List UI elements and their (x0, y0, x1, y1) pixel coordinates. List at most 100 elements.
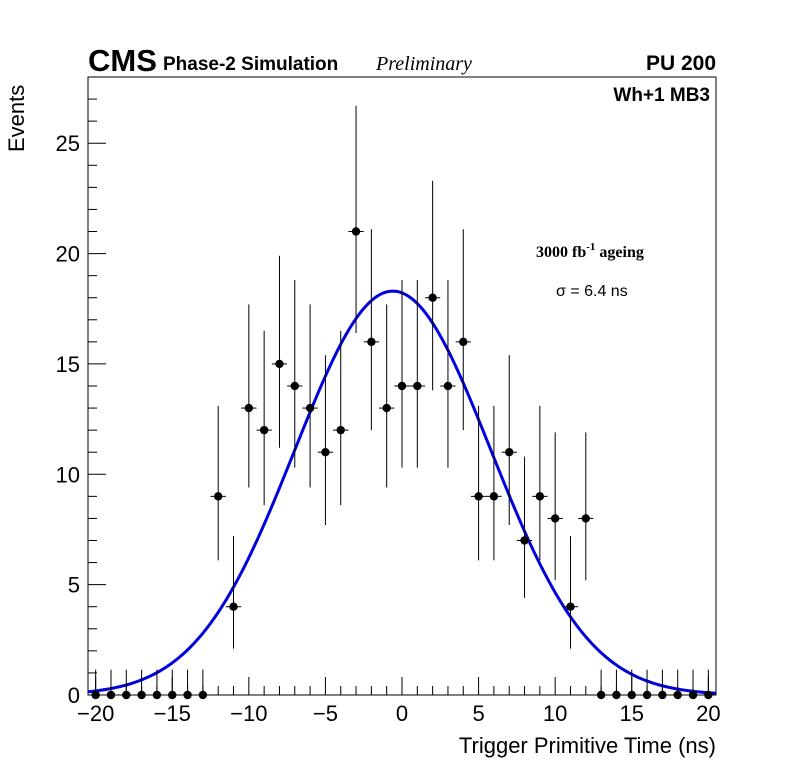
x-tick-label: −15 (154, 701, 191, 726)
pileup-label: PU 200 (646, 52, 716, 75)
cms-label: CMS (88, 43, 157, 78)
data-point (562, 536, 579, 649)
x-tick-label: 20 (696, 701, 720, 726)
y-tick-label: 25 (56, 131, 80, 156)
ageing-label: 3000 fb-1 ageing (536, 241, 644, 261)
point-marker (413, 381, 422, 391)
data-point (440, 280, 456, 468)
point-marker (627, 690, 636, 700)
data-point (700, 669, 716, 700)
point-marker (198, 690, 208, 700)
point-marker (658, 690, 667, 700)
data-point (88, 669, 104, 700)
data-point (256, 330, 272, 506)
point-marker (168, 690, 177, 700)
chamber-label: Wh+1 MB3 (613, 85, 710, 106)
y-tick-label: 0 (68, 683, 80, 708)
data-point (363, 229, 380, 431)
point-marker (91, 690, 100, 700)
point-marker (382, 403, 391, 413)
x-tick-label: 15 (620, 701, 644, 726)
x-axis-title: Trigger Primitive Time (ns) (459, 733, 716, 758)
point-marker (275, 359, 284, 369)
point-marker (673, 690, 682, 700)
data-point (379, 304, 395, 488)
data-point (516, 456, 533, 598)
point-marker (229, 602, 238, 611)
sigma-label: σ = 6.4 ns (556, 283, 628, 300)
point-marker (474, 492, 483, 501)
point-marker (581, 514, 591, 523)
y-tick-label: 15 (56, 352, 80, 377)
point-marker (535, 492, 545, 501)
point-marker (612, 690, 621, 700)
x-tick-label: 0 (396, 701, 408, 726)
point-marker (688, 690, 698, 700)
data-point (225, 536, 242, 649)
data-point (302, 304, 318, 488)
point-marker (213, 492, 223, 501)
data-point (241, 304, 257, 488)
data-point (532, 405, 548, 561)
point-marker (122, 690, 131, 700)
data-point (118, 669, 134, 700)
data-point (133, 669, 150, 700)
point-marker (566, 602, 575, 611)
point-marker (259, 425, 269, 435)
x-tick-label: 5 (472, 701, 484, 726)
data-point (578, 432, 594, 581)
data-point (593, 669, 609, 700)
point-marker (367, 337, 376, 347)
point-marker (152, 690, 162, 700)
point-marker (305, 403, 315, 413)
data-point (287, 280, 303, 468)
point-marker (244, 403, 254, 413)
data-point (348, 105, 364, 334)
data-point (271, 255, 288, 448)
point-marker (428, 293, 437, 302)
data-point (639, 669, 655, 700)
y-tick-label: 10 (56, 462, 80, 487)
x-tick-labels: −20 −15 −10 −5 0 5 10 15 20 (77, 701, 721, 726)
data-point (317, 355, 334, 526)
y-axis-title: Events (4, 85, 29, 152)
data-point (409, 280, 425, 468)
data-point (333, 330, 349, 506)
data-point (470, 405, 487, 561)
point-marker (704, 690, 713, 700)
data-point (654, 669, 671, 700)
preliminary-label: Preliminary (375, 53, 472, 75)
y-tick-label: 20 (56, 242, 80, 267)
data-point (547, 432, 563, 581)
point-marker (459, 337, 468, 347)
data-point (179, 669, 196, 700)
simulation-label: Phase-2 Simulation (163, 54, 338, 75)
point-marker (290, 381, 299, 391)
data-point (670, 669, 686, 700)
x-tick-label: −10 (230, 701, 267, 726)
data-point (608, 669, 625, 700)
data-point (501, 355, 517, 526)
data-point (394, 280, 410, 468)
point-marker (550, 514, 560, 523)
point-marker (321, 448, 330, 457)
data-point (103, 669, 119, 700)
point-marker (397, 381, 407, 391)
point-marker (642, 690, 652, 700)
x-tick-label: −20 (77, 701, 114, 726)
point-marker (596, 690, 606, 700)
data-point (424, 180, 441, 391)
data-point (195, 669, 211, 700)
point-marker (520, 536, 529, 545)
data-point (164, 669, 180, 700)
point-marker (336, 425, 345, 435)
data-point (210, 405, 226, 561)
point-marker (106, 690, 116, 700)
data-point (455, 229, 471, 431)
x-tick-label: 10 (543, 701, 567, 726)
point-marker (137, 690, 146, 700)
point-marker (351, 227, 361, 236)
data-point (149, 669, 165, 700)
data-point (685, 669, 701, 700)
